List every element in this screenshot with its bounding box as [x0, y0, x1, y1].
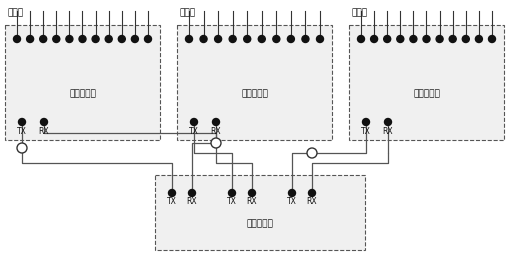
- Text: RX: RX: [383, 126, 393, 135]
- Circle shape: [384, 119, 391, 126]
- Text: 触控单片机: 触控单片机: [413, 90, 440, 98]
- Circle shape: [273, 35, 280, 42]
- Circle shape: [41, 119, 47, 126]
- Circle shape: [362, 119, 370, 126]
- Text: RX: RX: [247, 198, 258, 206]
- Bar: [155, 175, 365, 250]
- Circle shape: [118, 35, 125, 42]
- Circle shape: [371, 35, 378, 42]
- Circle shape: [248, 190, 256, 197]
- Text: RX: RX: [307, 198, 317, 206]
- Text: 触控单片机: 触控单片机: [69, 90, 96, 98]
- Circle shape: [40, 35, 47, 42]
- Circle shape: [475, 35, 483, 42]
- Circle shape: [244, 35, 251, 42]
- Text: TX: TX: [167, 198, 177, 206]
- Circle shape: [384, 35, 391, 42]
- Circle shape: [449, 35, 456, 42]
- Text: 触控单片机: 触控单片机: [241, 90, 268, 98]
- Bar: [177, 25, 332, 140]
- Circle shape: [410, 35, 417, 42]
- Circle shape: [185, 35, 192, 42]
- Circle shape: [288, 35, 294, 42]
- Circle shape: [308, 190, 316, 197]
- Text: 总控单片机: 总控单片机: [246, 219, 273, 228]
- Circle shape: [66, 35, 73, 42]
- Circle shape: [17, 143, 27, 153]
- Circle shape: [317, 35, 324, 42]
- Text: TX: TX: [287, 198, 297, 206]
- Circle shape: [92, 35, 99, 42]
- Circle shape: [53, 35, 60, 42]
- Circle shape: [79, 35, 86, 42]
- Circle shape: [302, 35, 309, 42]
- Circle shape: [489, 35, 495, 42]
- Circle shape: [307, 148, 317, 158]
- Text: 触摸点: 触摸点: [8, 9, 24, 18]
- Circle shape: [229, 190, 236, 197]
- Circle shape: [26, 35, 34, 42]
- Circle shape: [436, 35, 443, 42]
- Circle shape: [357, 35, 364, 42]
- Circle shape: [229, 35, 236, 42]
- Circle shape: [188, 190, 195, 197]
- Circle shape: [14, 35, 20, 42]
- Text: TX: TX: [17, 126, 27, 135]
- Circle shape: [397, 35, 404, 42]
- Circle shape: [423, 35, 430, 42]
- Circle shape: [212, 119, 219, 126]
- Text: 触摸点: 触摸点: [352, 9, 368, 18]
- Circle shape: [289, 190, 296, 197]
- Bar: [5, 25, 160, 140]
- Circle shape: [105, 35, 112, 42]
- Circle shape: [190, 119, 197, 126]
- Text: TX: TX: [189, 126, 199, 135]
- Circle shape: [200, 35, 207, 42]
- Circle shape: [462, 35, 469, 42]
- Circle shape: [211, 138, 221, 148]
- Circle shape: [258, 35, 265, 42]
- Bar: [349, 25, 504, 140]
- Text: TX: TX: [361, 126, 371, 135]
- Text: RX: RX: [39, 126, 49, 135]
- Text: RX: RX: [187, 198, 197, 206]
- Circle shape: [131, 35, 138, 42]
- Text: RX: RX: [211, 126, 221, 135]
- Text: TX: TX: [227, 198, 237, 206]
- Circle shape: [145, 35, 152, 42]
- Text: 触摸点: 触摸点: [180, 9, 196, 18]
- Circle shape: [215, 35, 221, 42]
- Circle shape: [18, 119, 25, 126]
- Circle shape: [168, 190, 176, 197]
